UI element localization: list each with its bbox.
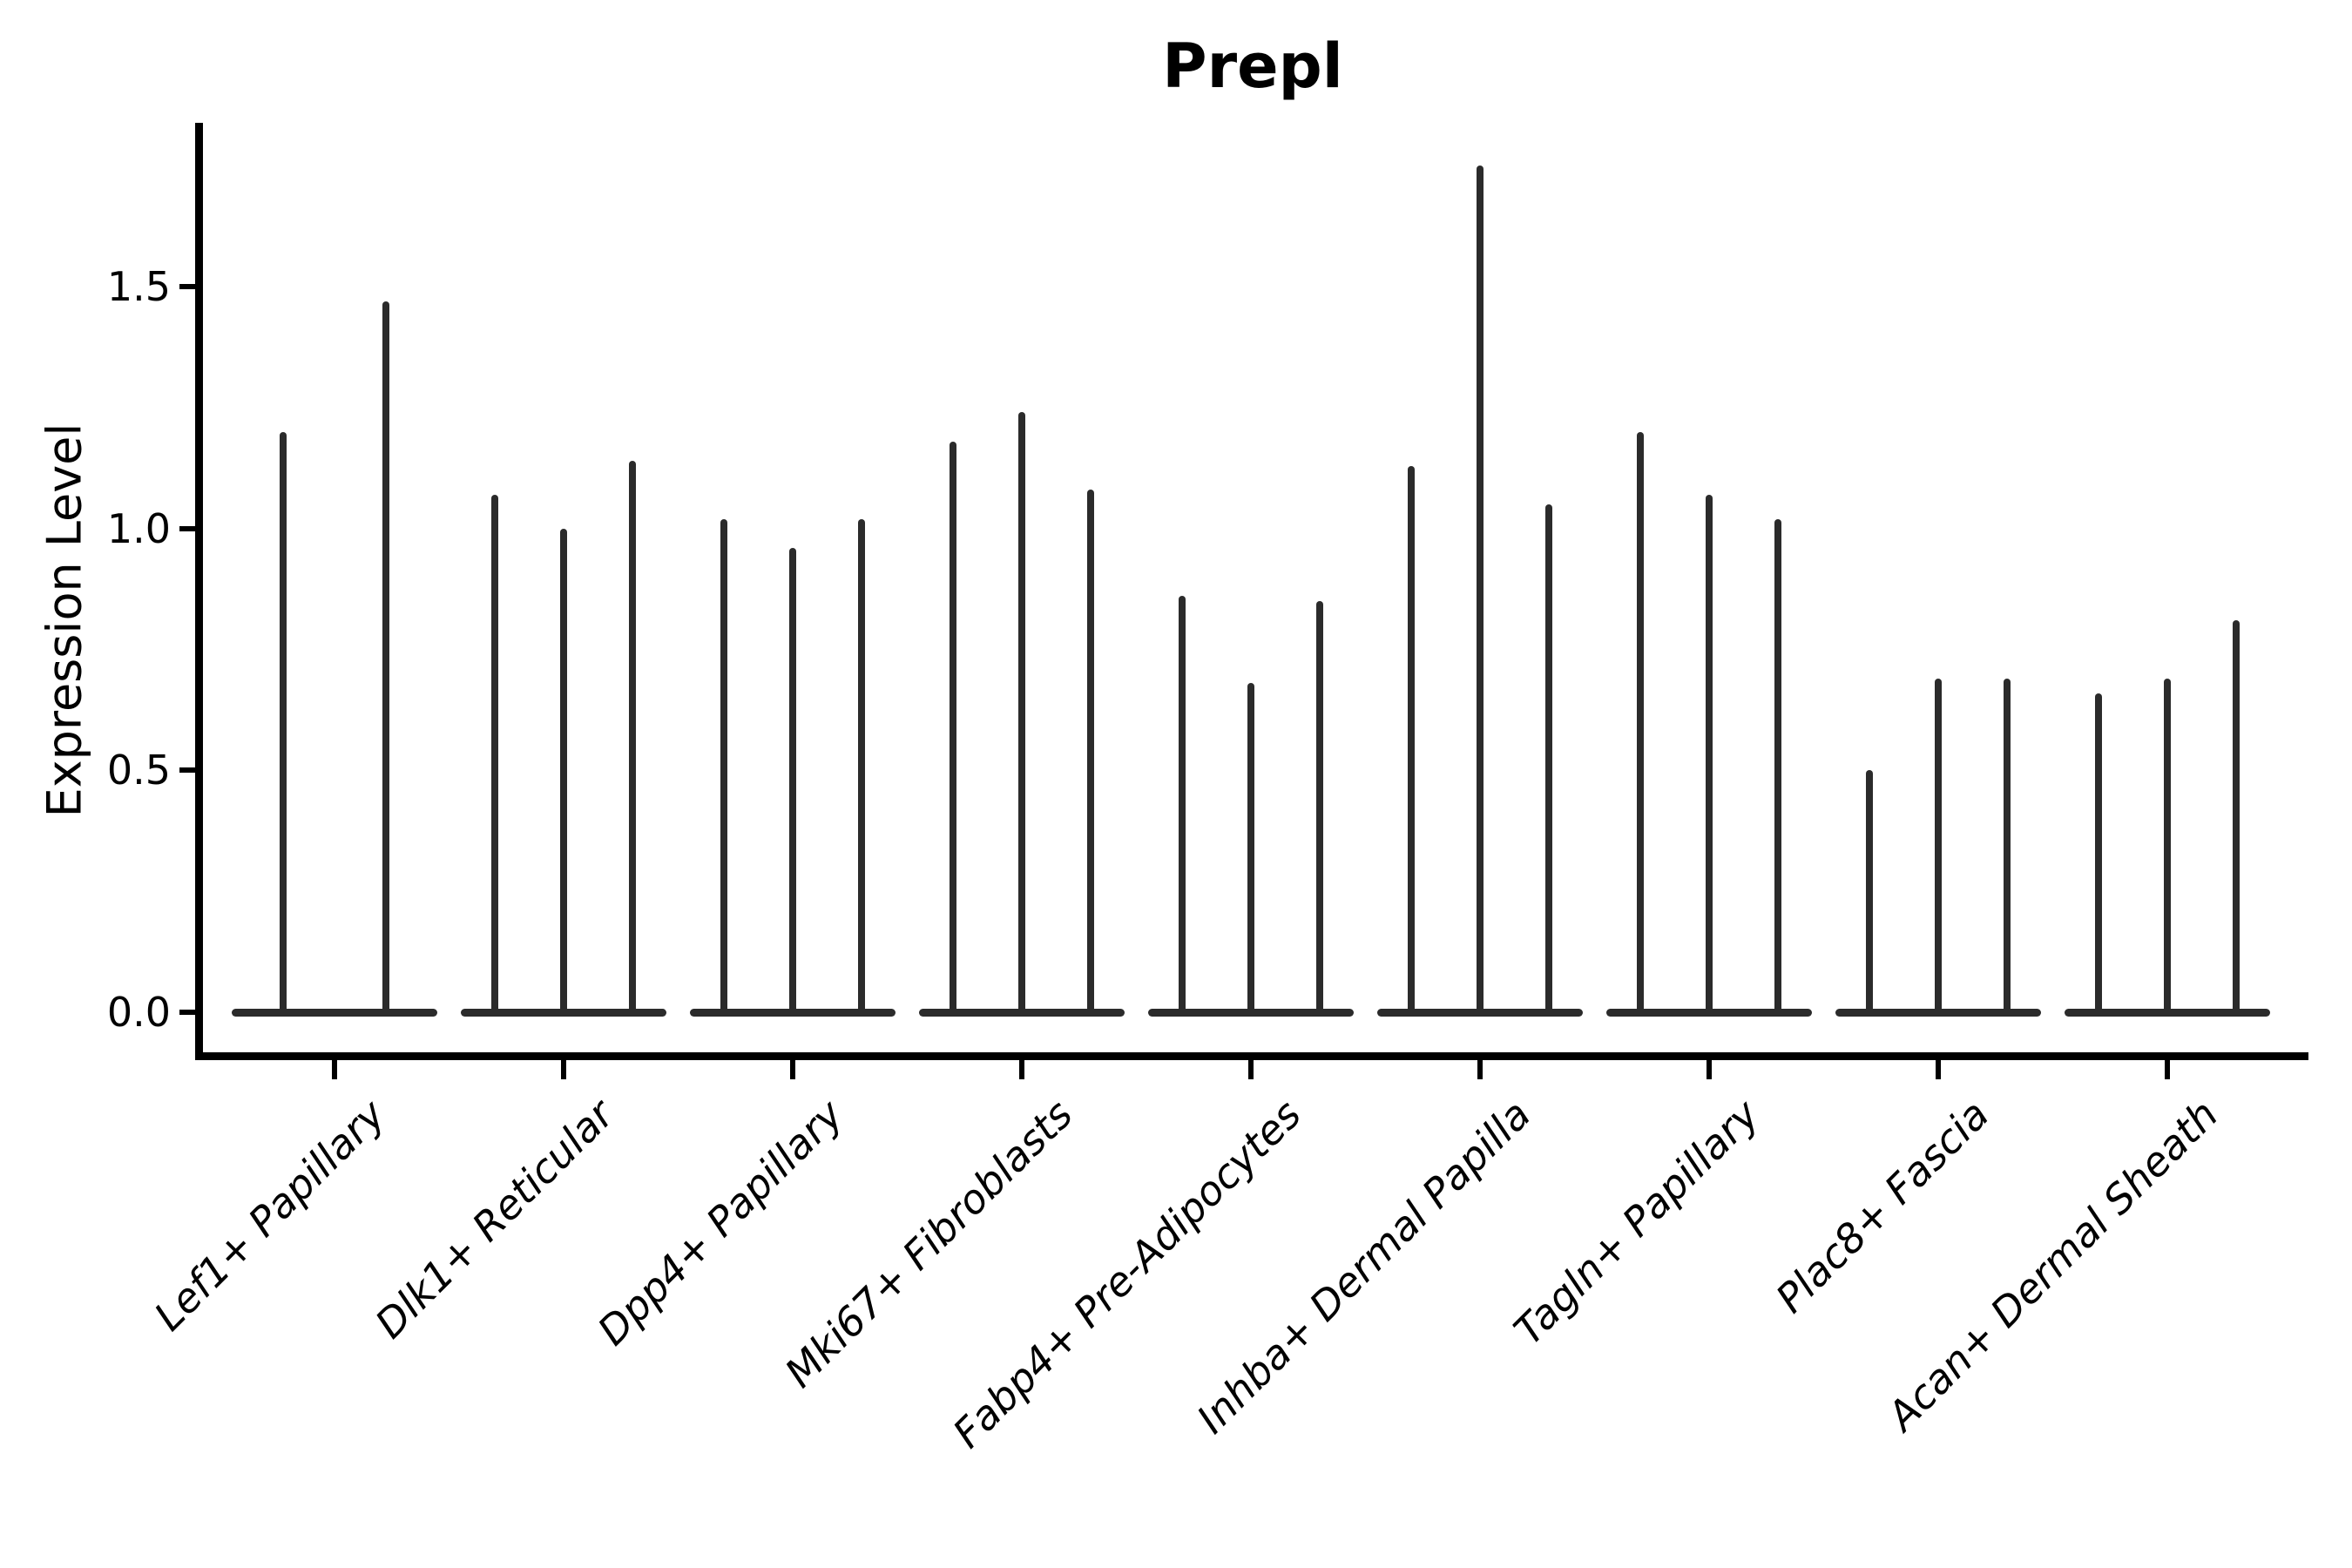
violin-spike [1477,166,1484,1016]
x-tick-label: Lef1+ Papillary [145,1091,395,1340]
y-tick-label: 0.5 [106,747,171,794]
violin-spike [1935,678,1942,1016]
y-tick-mark [179,1010,195,1015]
y-tick-mark [179,284,195,290]
violin-spike [858,518,865,1016]
x-axis-spine [195,1052,2308,1060]
violin-spike [720,518,727,1016]
violin-spike [1706,494,1713,1016]
violin-spike [2164,678,2171,1016]
violin-spike [1316,600,1323,1016]
plot-title: Prepl [1162,30,1343,102]
violin-spike [560,528,567,1016]
violin-spike [2233,620,2240,1016]
x-tick-mark [561,1060,566,1079]
y-tick-label: 0.0 [106,989,171,1036]
x-tick-label: Plac8+ Fascia [1766,1091,1998,1322]
y-axis-label: Expression Level [37,422,92,818]
x-tick-mark [332,1060,337,1079]
x-tick-label: Dlk1+ Reticular [366,1091,624,1348]
y-tick-mark [179,767,195,774]
violin-spike [1774,518,1781,1016]
violin-base [232,1008,437,1017]
violin-spike [382,301,389,1016]
x-tick-mark [1019,1060,1024,1079]
violin-spike [789,547,796,1016]
violin-spike [1545,504,1552,1016]
violin-spike [491,494,498,1016]
y-axis-spine [195,123,203,1060]
violin-spike [1247,683,1254,1016]
x-tick-mark [1477,1060,1483,1079]
violin-spike [950,441,956,1016]
violin-spike [1408,465,1415,1016]
violin-spike [2004,678,2011,1016]
violin-spike [1866,770,1873,1016]
x-tick-mark [1248,1060,1254,1079]
y-tick-label: 1.0 [106,504,171,552]
violin-spike [1179,596,1186,1016]
x-tick-mark [1936,1060,1941,1079]
x-tick-label: Dpp4+ Papillary [588,1091,853,1355]
violin-spike [280,431,287,1016]
x-tick-mark [2165,1060,2170,1079]
violin-spike [1087,490,1094,1016]
violin-spike [1637,431,1644,1016]
x-tick-mark [1707,1060,1712,1079]
x-tick-label: Tagln+ Papillary [1504,1091,1769,1355]
violin-spike [2095,693,2102,1016]
y-tick-mark [179,525,195,531]
x-tick-mark [790,1060,795,1079]
violin-spike [629,460,636,1016]
violin-spike [1018,412,1025,1016]
y-tick-label: 1.5 [106,263,171,311]
